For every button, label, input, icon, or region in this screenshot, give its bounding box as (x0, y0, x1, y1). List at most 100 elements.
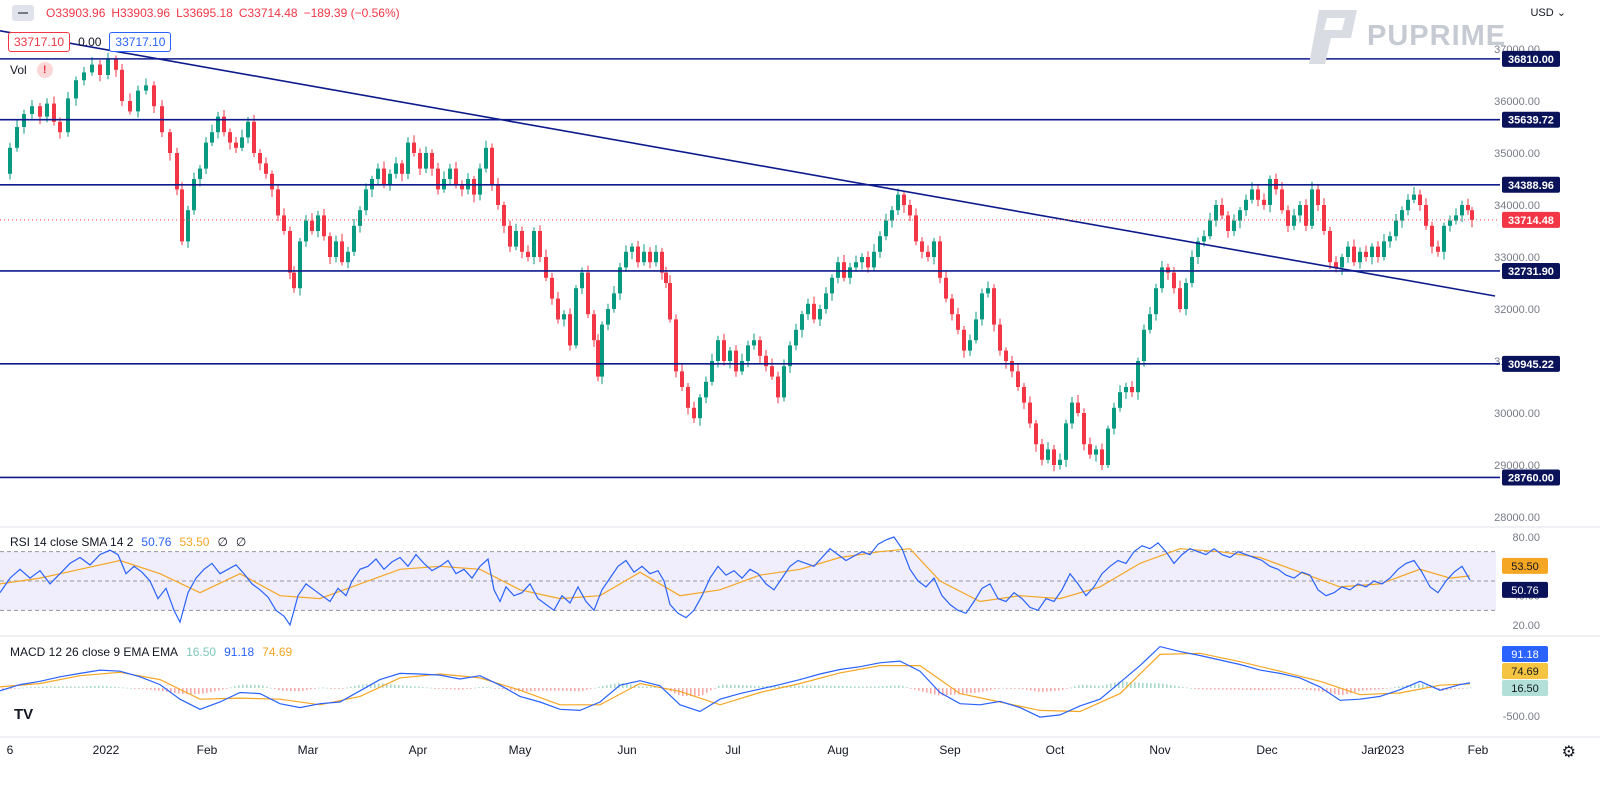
sell-price-tag[interactable]: 33717.10 (8, 32, 71, 52)
macd-histogram-bar (1226, 688, 1228, 690)
macd-histogram-bar (1098, 685, 1100, 688)
macd-histogram-bar (290, 688, 292, 692)
candle-body (866, 257, 870, 268)
gear-icon[interactable]: ⚙ (1561, 744, 1576, 761)
candle-body (806, 303, 810, 315)
volume-label: Vol (10, 63, 27, 77)
macd-histogram-bar (986, 688, 988, 691)
macd-histogram-bar (414, 686, 416, 688)
macd-signal-line (0, 652, 1471, 713)
macd-label: MACD 12 26 close 9 EMA EMA (10, 645, 179, 659)
macd-histogram-bar (458, 688, 460, 690)
x-tick-label: Aug (827, 743, 848, 757)
macd-histogram-bar (170, 688, 172, 693)
buy-price-tag[interactable]: 33717.10 (109, 32, 172, 52)
candle-body (968, 340, 972, 351)
candle-body (1070, 402, 1074, 424)
macd-histogram-bar (1162, 683, 1164, 688)
candle-body (1154, 288, 1158, 315)
candle-body (288, 231, 292, 273)
macd-histogram-bar (1306, 688, 1308, 690)
rsi-value-tag (1502, 557, 1548, 574)
candle-body (734, 350, 738, 372)
candle-body (175, 153, 179, 190)
macd-histogram-bar (898, 685, 900, 688)
currency-selector[interactable]: USD ⌄ (1530, 6, 1566, 19)
macd-histogram-bar (502, 688, 504, 689)
macd-histogram-bar (514, 688, 516, 691)
candle-body (878, 236, 882, 252)
macd-histogram-bar (846, 686, 848, 688)
macd-histogram-bar (1254, 688, 1256, 691)
rsi-value-tag (1502, 581, 1548, 598)
candle-body (818, 309, 822, 320)
candle-body (860, 257, 864, 263)
candle-body (264, 163, 268, 174)
macd-histogram-bar (1454, 688, 1456, 690)
candle-body (716, 340, 720, 361)
candle-body (1430, 225, 1434, 247)
macd-histogram-bar (934, 688, 936, 695)
macd-histogram-bar (1066, 688, 1068, 689)
macd-histogram-bar (978, 688, 980, 693)
candle-body (890, 210, 894, 221)
macd-histogram-bar (1194, 688, 1196, 689)
macd-histogram-bar (994, 688, 996, 690)
candle-body (1058, 459, 1062, 465)
candle-body (1280, 189, 1284, 211)
macd-histogram-bar (374, 683, 376, 688)
macd-histogram-bar (1290, 688, 1292, 690)
candle-body (120, 69, 124, 101)
macd-histogram-bar (438, 688, 440, 689)
macd-histogram-bar (650, 686, 652, 688)
macd-histogram-bar (802, 685, 804, 688)
macd-histogram-bar (886, 686, 888, 688)
macd-histogram-bar (1150, 683, 1152, 688)
macd-histogram-bar (1398, 686, 1400, 688)
macd-histogram-bar (34, 686, 36, 688)
macd-histogram-bar (242, 684, 244, 688)
symbol-menu-button[interactable] (12, 5, 34, 21)
candle-body (1250, 189, 1254, 200)
candle-body (382, 168, 386, 185)
macd-histogram-bar (1158, 683, 1160, 688)
macd-histogram-bar (330, 688, 332, 689)
candle-body (430, 153, 434, 169)
tradingview-logo[interactable]: TV (14, 706, 34, 723)
macd-histogram-bar (362, 684, 364, 688)
candle-body (460, 184, 464, 190)
candle-body (90, 64, 94, 73)
macd-histogram-bar (1330, 688, 1332, 694)
candle-body (872, 251, 876, 268)
macd-histogram-bar (498, 688, 500, 689)
y-tick-label: 28000.00 (1494, 512, 1540, 524)
candle-body (1076, 402, 1080, 413)
candle-body (388, 173, 392, 185)
candle-body (1220, 205, 1224, 216)
macd-histogram-bar (1466, 687, 1468, 689)
candle-body (854, 262, 858, 268)
candle-body (198, 168, 202, 179)
macd-histogram-bar (570, 688, 572, 692)
level-price-tag (1502, 176, 1560, 193)
candle-body (980, 293, 984, 320)
macd-histogram-bar (426, 687, 428, 689)
macd-histogram-bar (746, 685, 748, 688)
macd-histogram-bar (154, 688, 156, 691)
macd-histogram-bar (998, 688, 1000, 689)
macd-histogram-bar (218, 688, 220, 691)
warning-icon[interactable]: ! (36, 62, 53, 78)
macd-histogram-bar (1390, 687, 1392, 689)
candle-body (346, 251, 350, 263)
macd-histogram-bar (562, 688, 564, 691)
x-tick-label: Jan (1361, 743, 1380, 757)
candle-body (520, 231, 524, 252)
macd-histogram-bar (958, 688, 960, 695)
macd-histogram-bar (870, 686, 872, 688)
macd-histogram-bar (1378, 688, 1380, 690)
macd-histogram-bar (1202, 688, 1204, 690)
candle-body (812, 303, 816, 320)
candle-body (992, 288, 996, 325)
